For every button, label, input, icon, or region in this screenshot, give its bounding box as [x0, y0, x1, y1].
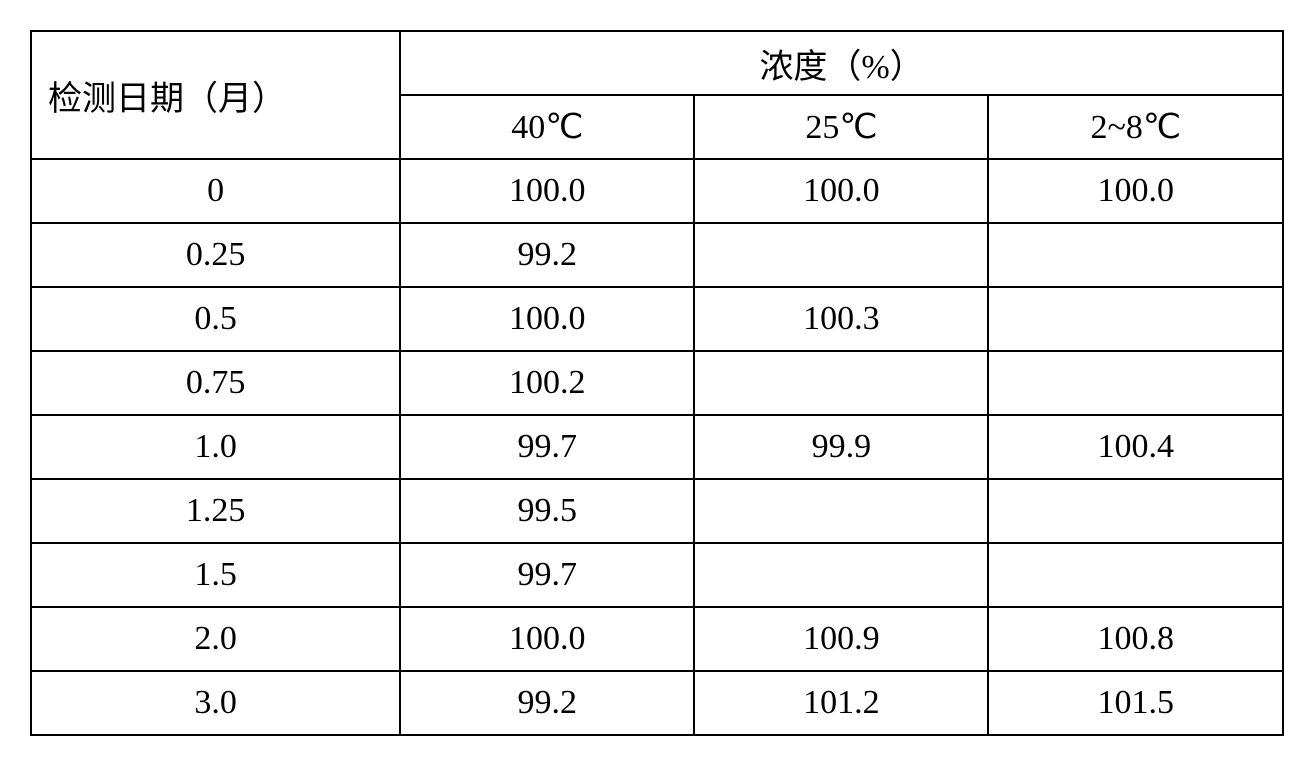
cell-c28: 101.5: [988, 671, 1283, 735]
header-group-label: 浓度（%）: [400, 31, 1283, 95]
cell-c28: [988, 223, 1283, 287]
cell-c40: 100.0: [400, 607, 694, 671]
cell-date: 0: [31, 159, 400, 223]
cell-c28: [988, 479, 1283, 543]
cell-date: 1.0: [31, 415, 400, 479]
cell-c25: [694, 543, 988, 607]
cell-date: 1.25: [31, 479, 400, 543]
table-header-row-1: 检测日期（月） 浓度（%）: [31, 31, 1283, 95]
table-row: 1.0 99.7 99.9 100.4: [31, 415, 1283, 479]
cell-c28: [988, 287, 1283, 351]
subheader-40c: 40℃: [400, 95, 694, 159]
table-row: 1.25 99.5: [31, 479, 1283, 543]
table-row: 0.5 100.0 100.3: [31, 287, 1283, 351]
cell-c40: 99.7: [400, 543, 694, 607]
cell-c40: 99.7: [400, 415, 694, 479]
cell-c40: 99.5: [400, 479, 694, 543]
table-row: 0.25 99.2: [31, 223, 1283, 287]
cell-date: 1.5: [31, 543, 400, 607]
cell-c25: 100.3: [694, 287, 988, 351]
subheader-2-8c: 2~8℃: [988, 95, 1283, 159]
cell-c40: 100.0: [400, 287, 694, 351]
table-row: 2.0 100.0 100.9 100.8: [31, 607, 1283, 671]
cell-date: 0.5: [31, 287, 400, 351]
cell-c28: 100.4: [988, 415, 1283, 479]
table-row: 0.75 100.2: [31, 351, 1283, 415]
cell-c28: [988, 543, 1283, 607]
cell-c40: 100.2: [400, 351, 694, 415]
cell-c25: 100.9: [694, 607, 988, 671]
cell-c28: 100.8: [988, 607, 1283, 671]
data-table: 检测日期（月） 浓度（%） 40℃ 25℃ 2~8℃ 0 100.0 100.0…: [30, 30, 1284, 736]
cell-c25: 100.0: [694, 159, 988, 223]
cell-c25: [694, 479, 988, 543]
table-row: 3.0 99.2 101.2 101.5: [31, 671, 1283, 735]
cell-c25: 101.2: [694, 671, 988, 735]
cell-c40: 99.2: [400, 223, 694, 287]
table-row: 1.5 99.7: [31, 543, 1283, 607]
cell-c25: [694, 351, 988, 415]
subheader-25c: 25℃: [694, 95, 988, 159]
cell-c25: 99.9: [694, 415, 988, 479]
cell-c28: 100.0: [988, 159, 1283, 223]
cell-c40: 100.0: [400, 159, 694, 223]
cell-date: 0.25: [31, 223, 400, 287]
table-row: 0 100.0 100.0 100.0: [31, 159, 1283, 223]
cell-date: 0.75: [31, 351, 400, 415]
cell-c28: [988, 351, 1283, 415]
cell-c40: 99.2: [400, 671, 694, 735]
cell-date: 2.0: [31, 607, 400, 671]
cell-c25: [694, 223, 988, 287]
cell-date: 3.0: [31, 671, 400, 735]
header-date-label: 检测日期（月）: [31, 31, 400, 159]
